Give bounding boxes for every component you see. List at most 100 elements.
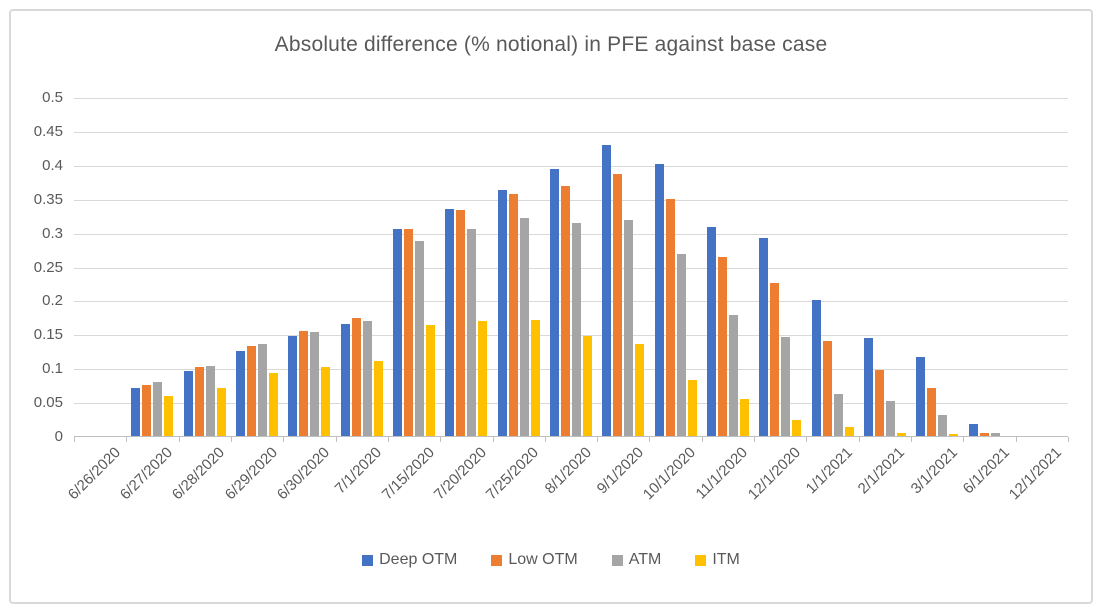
bar-deep-otm[interactable] bbox=[968, 424, 978, 436]
bar-low-otm[interactable] bbox=[142, 385, 152, 436]
bar-deep-otm[interactable] bbox=[549, 168, 559, 436]
legend-label: Low OTM bbox=[508, 551, 578, 568]
bar-deep-otm[interactable] bbox=[340, 324, 350, 436]
bar-atm[interactable] bbox=[938, 414, 948, 436]
bar-low-otm[interactable] bbox=[404, 228, 414, 436]
x-axis-tick bbox=[230, 437, 232, 442]
bar-low-otm[interactable] bbox=[613, 174, 623, 436]
bar-low-otm[interactable] bbox=[560, 185, 570, 436]
x-axis-tick bbox=[178, 437, 180, 442]
bar-low-otm[interactable] bbox=[247, 345, 257, 436]
y-axis-tick-label: 0.15 bbox=[33, 326, 63, 344]
bar-low-otm[interactable] bbox=[979, 433, 989, 436]
legend-label: ITM bbox=[712, 551, 740, 568]
bar-itm[interactable] bbox=[949, 433, 959, 436]
bar-group-1-1-2021 bbox=[806, 98, 858, 437]
y-axis-tick-label: 0 bbox=[54, 428, 63, 445]
bar-itm[interactable] bbox=[687, 379, 697, 436]
bar-itm[interactable] bbox=[269, 372, 279, 436]
bar-atm[interactable] bbox=[885, 401, 895, 436]
bar-atm[interactable] bbox=[362, 320, 372, 436]
legend-item-atm[interactable]: ATM bbox=[611, 551, 661, 569]
bar-low-otm[interactable] bbox=[508, 193, 518, 436]
bar-atm[interactable] bbox=[624, 220, 634, 436]
bar-atm[interactable] bbox=[467, 228, 477, 436]
bar-atm[interactable] bbox=[990, 433, 1000, 436]
bar-itm[interactable] bbox=[635, 343, 645, 436]
bar-itm[interactable] bbox=[792, 420, 802, 436]
x-axis-tick bbox=[1068, 437, 1069, 442]
bar-deep-otm[interactable] bbox=[131, 387, 141, 436]
bar-itm[interactable] bbox=[426, 324, 436, 436]
y-axis-tick-label: 0.05 bbox=[33, 394, 63, 412]
legend-item-deep-otm[interactable]: Deep OTM bbox=[362, 551, 457, 569]
bar-group-6-28-2020 bbox=[179, 98, 231, 437]
x-axis-tick bbox=[74, 437, 75, 442]
bar-itm[interactable] bbox=[373, 360, 383, 436]
bar-atm[interactable] bbox=[153, 382, 163, 436]
y-axis-tick-label: 0.1 bbox=[42, 360, 63, 378]
bar-low-otm[interactable] bbox=[717, 257, 727, 436]
bar-deep-otm[interactable] bbox=[497, 189, 507, 436]
bar-deep-otm[interactable] bbox=[916, 357, 926, 436]
bar-deep-otm[interactable] bbox=[288, 336, 298, 436]
bar-atm[interactable] bbox=[781, 337, 791, 436]
bar-itm[interactable] bbox=[739, 398, 749, 436]
bar-low-otm[interactable] bbox=[299, 330, 309, 436]
bar-atm[interactable] bbox=[833, 393, 843, 436]
bar-atm[interactable] bbox=[728, 315, 738, 436]
bar-low-otm[interactable] bbox=[665, 198, 675, 436]
legend-item-itm[interactable]: ITM bbox=[695, 551, 740, 569]
bar-atm[interactable] bbox=[519, 218, 529, 436]
bar-low-otm[interactable] bbox=[194, 366, 204, 436]
bar-low-otm[interactable] bbox=[456, 210, 466, 436]
bar-atm[interactable] bbox=[310, 332, 320, 436]
bar-deep-otm[interactable] bbox=[183, 370, 193, 436]
bar-group-3-1-2021 bbox=[911, 98, 963, 437]
bar-atm[interactable] bbox=[258, 344, 268, 436]
bar-atm[interactable] bbox=[676, 254, 686, 436]
bar-itm[interactable] bbox=[844, 427, 854, 436]
bar-group-7-25-2020 bbox=[493, 98, 545, 437]
bar-group-12-1-2021 bbox=[1016, 98, 1068, 437]
bar-itm[interactable] bbox=[530, 320, 540, 436]
bar-low-otm[interactable] bbox=[874, 370, 884, 436]
bar-group-7-20-2020 bbox=[440, 98, 492, 437]
bar-atm[interactable] bbox=[205, 366, 215, 436]
bar-itm[interactable] bbox=[321, 366, 331, 436]
bar-low-otm[interactable] bbox=[351, 318, 361, 436]
bar-group-9-1-2020 bbox=[597, 98, 649, 437]
x-axis-tick bbox=[335, 437, 337, 442]
bar-deep-otm[interactable] bbox=[236, 351, 246, 436]
gridline bbox=[74, 233, 1068, 235]
x-axis-tick bbox=[911, 437, 913, 442]
bar-deep-otm[interactable] bbox=[602, 145, 612, 436]
bar-group-10-1-2020 bbox=[649, 98, 701, 437]
bar-atm[interactable] bbox=[571, 223, 581, 436]
bar-itm[interactable] bbox=[164, 396, 174, 436]
bar-deep-otm[interactable] bbox=[706, 227, 716, 436]
chart-title: Absolute difference (% notional) in PFE … bbox=[274, 33, 828, 56]
bar-low-otm[interactable] bbox=[927, 387, 937, 436]
x-axis-tick bbox=[806, 437, 808, 442]
x-axis-tick bbox=[387, 437, 389, 442]
legend-item-low-otm[interactable]: Low OTM bbox=[491, 551, 578, 569]
bar-deep-otm[interactable] bbox=[445, 208, 455, 436]
bar-deep-otm[interactable] bbox=[654, 164, 664, 436]
legend-swatch-icon bbox=[695, 554, 707, 566]
bar-deep-otm[interactable] bbox=[759, 238, 769, 436]
bar-low-otm[interactable] bbox=[822, 341, 832, 436]
bar-deep-otm[interactable] bbox=[863, 338, 873, 436]
legend-swatch-icon bbox=[362, 554, 374, 566]
bar-itm[interactable] bbox=[478, 321, 488, 436]
bar-group-6-30-2020 bbox=[283, 98, 335, 437]
bar-atm[interactable] bbox=[415, 240, 425, 436]
bar-deep-otm[interactable] bbox=[393, 229, 403, 436]
gridline bbox=[74, 98, 1068, 99]
bar-deep-otm[interactable] bbox=[811, 299, 821, 436]
bar-itm[interactable] bbox=[216, 387, 226, 436]
bar-low-otm[interactable] bbox=[770, 282, 780, 436]
bar-itm[interactable] bbox=[582, 336, 592, 436]
y-axis-tick-label: 0.35 bbox=[33, 190, 63, 208]
bar-itm[interactable] bbox=[896, 433, 906, 436]
